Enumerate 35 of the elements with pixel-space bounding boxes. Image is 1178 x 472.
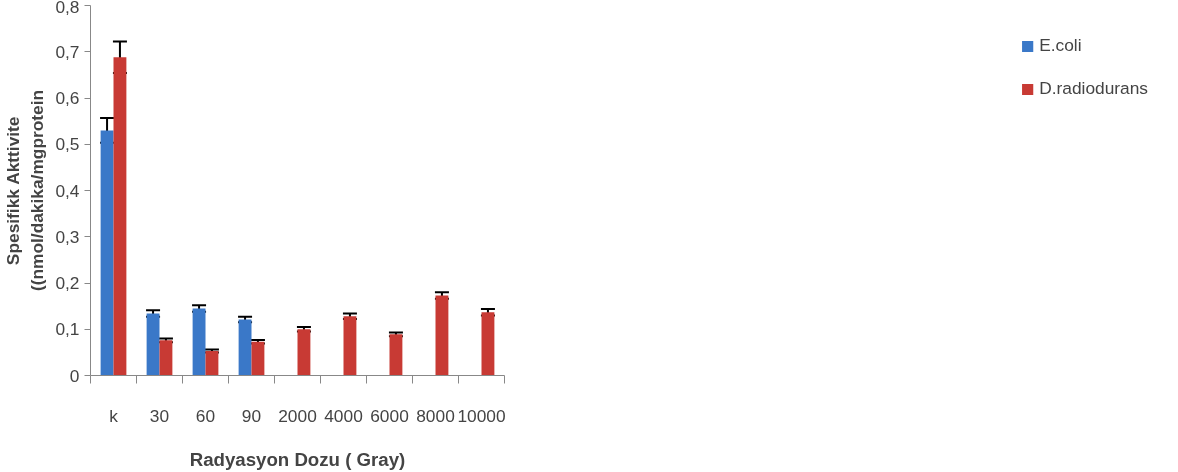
x-tick-label: 10000 — [457, 405, 506, 426]
bar — [481, 312, 495, 376]
y-axis-title: Spesifikk Akttivite ((nmol/dakika/mgprotein — [3, 89, 48, 292]
x-tick-label: 90 — [241, 405, 262, 426]
x-tick-label: k — [109, 405, 119, 426]
bar — [192, 308, 206, 376]
bar — [146, 313, 160, 376]
y-tick-label: 0,7 — [55, 41, 80, 62]
bar — [343, 316, 357, 376]
y-tick-label: 0,2 — [55, 273, 80, 293]
bar — [159, 340, 173, 376]
y-tick-label: 0,8 — [55, 0, 80, 17]
y-tick-label: 0,5 — [55, 134, 80, 155]
x-axis-title: Radyasyon Dozu ( Gray) — [189, 448, 406, 470]
bar — [297, 329, 311, 376]
bar — [113, 57, 127, 376]
bar — [435, 295, 449, 376]
bar — [238, 319, 252, 376]
legend-label: D.radiodurans — [1039, 78, 1148, 99]
x-tick-label: 8000 — [416, 405, 455, 426]
x-tick-label: 2000 — [278, 405, 317, 426]
x-tick-label: 6000 — [370, 405, 409, 426]
x-tick-label: 4000 — [324, 405, 363, 426]
legend-label: E.coli — [1039, 35, 1082, 56]
y-tick-label: 0,6 — [55, 88, 80, 108]
x-tick-label: 30 — [149, 405, 170, 426]
y-tick-label: 0 — [69, 365, 80, 386]
x-tick-label: 60 — [195, 405, 216, 426]
bar — [251, 341, 265, 376]
y-tick-label: 0,3 — [55, 226, 80, 247]
bar — [389, 334, 403, 376]
y-tick-label: 0,4 — [55, 180, 80, 201]
y-tick-label: 0,1 — [55, 319, 80, 340]
bar — [205, 350, 219, 376]
bar — [100, 130, 114, 376]
